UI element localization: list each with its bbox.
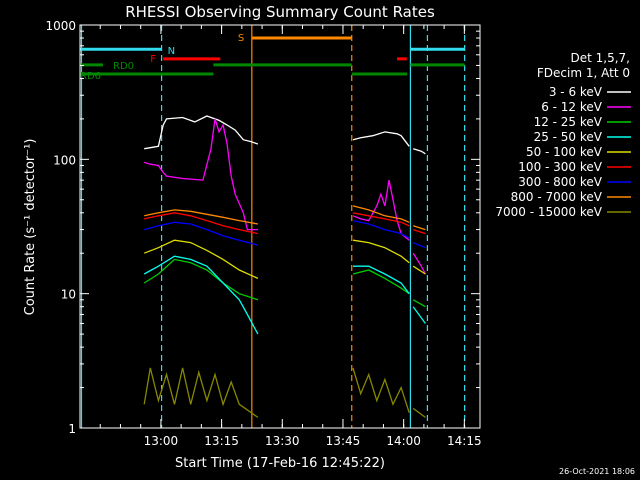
series-line-2-segment-1 [352, 269, 410, 295]
legend-header-1: FDecim 1, Att 0 [537, 66, 630, 80]
chart-title: RHESSI Observing Summary Count Rates [125, 3, 435, 21]
legend-label-7: 800 - 7000 keV [511, 190, 603, 204]
series-line-8-segment-1 [352, 367, 410, 413]
legend-header-0: Det 1,5,7, [571, 51, 631, 65]
series-line-1-segment-2 [412, 252, 426, 275]
series-line-5-segment-0 [144, 212, 259, 235]
series-line-0-segment-1 [352, 131, 410, 147]
legend-label-5: 100 - 300 keV [518, 160, 602, 174]
legend-label-8: 7000 - 15000 keV [495, 205, 602, 219]
series-line-2-segment-0 [143, 258, 259, 301]
status-bar-label-rd0: RD0 [113, 61, 134, 72]
y-axis-label: Count Rate (s⁻¹ detector⁻¹) [23, 139, 38, 316]
series-lines [143, 115, 426, 418]
status-bar-label-n: N [168, 46, 175, 57]
y-tick-label-2: 100 [53, 153, 76, 167]
x-axis-label: Start Time (17-Feb-16 12:45:22) [175, 456, 385, 471]
y-tick-label-0: 1 [68, 422, 76, 436]
series-line-5-segment-1 [352, 212, 410, 227]
axes: 13:00 13:15 13:30 13:45 14:00 14:15 1 10 100 1000 [45, 19, 481, 448]
x-tick-label-2: 13:30 [265, 434, 300, 448]
series-line-4-segment-0 [143, 239, 259, 279]
x-tick-label-0: 13:00 [144, 434, 179, 448]
series-line-8-segment-2 [412, 407, 426, 418]
vertical-lines [80, 25, 466, 428]
status-bar-label-rd6: RD6 [80, 71, 101, 82]
series-line-6-segment-0 [144, 221, 259, 246]
series-line-3-segment-2 [412, 306, 426, 324]
y-tick-label-1: 10 [61, 288, 76, 302]
series-line-7-segment-0 [144, 209, 259, 225]
legend-label-6: 300 - 800 keV [518, 175, 602, 189]
series-line-1-segment-0 [144, 118, 258, 231]
plot-frame [79, 24, 481, 429]
series-line-7-segment-2 [413, 225, 426, 231]
legend-label-2: 12 - 25 keV [534, 115, 603, 129]
series-line-0-segment-0 [144, 115, 259, 150]
series-line-1-segment-1 [352, 179, 410, 241]
series-line-3-segment-1 [353, 265, 410, 295]
series-line-4-segment-2 [412, 265, 426, 275]
x-tick-label-1: 13:15 [204, 434, 239, 448]
footer-date: 26-Oct-2021 18:06 [559, 467, 635, 476]
series-line-4-segment-1 [352, 239, 410, 264]
status-bar-label-s: S [238, 33, 244, 44]
legend-label-1: 6 - 12 keV [541, 100, 603, 114]
series-line-7-segment-1 [352, 205, 410, 223]
status-bar-label-f: F [150, 54, 156, 65]
series-line-2-segment-2 [412, 299, 426, 308]
legend-label-4: 50 - 100 keV [526, 145, 603, 159]
x-tick-label-3: 13:45 [326, 434, 361, 448]
y-tick-label-3: 1000 [45, 19, 76, 33]
series-line-6-segment-1 [352, 219, 410, 239]
x-tick-label-5: 14:15 [447, 434, 482, 448]
series-line-5-segment-2 [412, 228, 426, 235]
legend-label-3: 25 - 50 keV [534, 130, 603, 144]
series-line-6-segment-2 [412, 242, 426, 249]
status-bars: N S F RD0 RD6 [80, 33, 465, 82]
legend-label-0: 3 - 6 keV [549, 85, 603, 99]
series-line-3-segment-0 [143, 255, 259, 335]
x-tick-label-4: 14:00 [386, 434, 421, 448]
series-line-0-segment-2 [413, 148, 426, 155]
series-line-8-segment-0 [143, 367, 259, 418]
